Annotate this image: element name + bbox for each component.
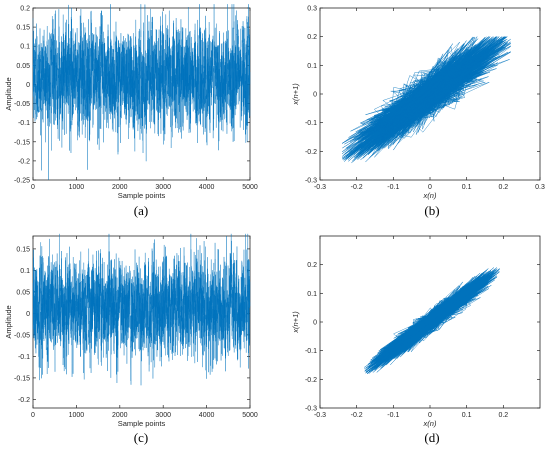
y-tick-label-a-7: 0.1	[20, 44, 30, 51]
caption-d: (d)	[412, 430, 452, 446]
x-axis-label-b: x(n)	[423, 191, 437, 200]
y-tick-label-c-1: -0.15	[14, 375, 30, 382]
x-tick-label-c-4: 4000	[199, 412, 215, 419]
chart-a-time-series: 0 1000 2000 3000 4000 5000 -0.25 -0.2 -0.15 -0.1 -…	[4, 4, 258, 200]
y-tick-label-b-6: 0.3	[307, 6, 317, 13]
caption-b: (b)	[412, 203, 452, 219]
caption-d-text: (d)	[424, 430, 440, 445]
y-tick-label-b-5: 0.2	[307, 34, 317, 41]
y-tick-label-a-4: -0.05	[14, 101, 30, 108]
panel-d: -0.3 -0.2 -0.1 0 0.1 0.2 -0.3 -0.2 -0.1 0 0.1 0.2 x(…	[275, 228, 550, 452]
caption-a-text: (a)	[133, 203, 149, 218]
y-tick-label-a-8: 0.15	[16, 25, 30, 32]
y-tick-label-c-0: -0.2	[18, 397, 30, 404]
x-tick-label-c-3: 3000	[155, 412, 171, 419]
y-tick-label-a-5: 0	[26, 82, 30, 89]
y-tick-label-a-9: 0.2	[20, 6, 30, 13]
y-tick-label-d-2: -0.1	[305, 348, 317, 355]
y-axis-label-c: Amplitude	[4, 305, 13, 338]
x-tick-label-c-0: 0	[31, 412, 35, 419]
y-tick-label-c-4: 0	[26, 311, 30, 318]
y-tick-label-a-3: -0.1	[18, 120, 30, 127]
trajectory-line-d	[364, 267, 500, 374]
y-tick-label-d-1: -0.2	[305, 377, 317, 384]
y-tick-label-b-1: -0.2	[305, 149, 317, 156]
chart-c-time-series: 0 1000 2000 3000 4000 5000 -0.2 -0.15 -0.1 -0.05 0…	[4, 233, 258, 428]
caption-a: (a)	[121, 203, 161, 219]
y-tick-label-b-2: -0.1	[305, 120, 317, 127]
x-tick-label-b-4: 0.1	[462, 184, 472, 191]
x-tick-label-b-0: -0.3	[314, 184, 326, 191]
y-axis-label-b: x(n+1)	[291, 83, 300, 106]
series-line-a	[32, 4, 251, 181]
x-tick-label-d-0: -0.3	[314, 412, 326, 419]
y-tick-label-a-1: -0.2	[18, 158, 30, 165]
y-axis-label-d: x(n+1)	[291, 311, 300, 334]
y-tick-label-b-3: 0	[313, 92, 317, 99]
x-tick-label-c-5: 5000	[242, 412, 258, 419]
x-tick-label-b-2: -0.1	[387, 184, 399, 191]
x-tick-label-a-3: 3000	[155, 184, 171, 191]
y-tick-label-a-2: -0.15	[14, 139, 30, 146]
y-tick-label-c-6: 0.1	[20, 268, 30, 275]
y-tick-label-b-0: -0.3	[305, 178, 317, 185]
x-tick-label-c-2: 2000	[112, 412, 128, 419]
y-tick-label-b-4: 0.1	[307, 63, 317, 70]
panel-a: 0 1000 2000 3000 4000 5000 -0.25 -0.2 -0.15 -0.1 -…	[0, 0, 270, 225]
y-tick-label-c-5: 0.05	[16, 289, 30, 296]
trajectory-line-b	[341, 36, 511, 164]
x-tick-label-d-3: 0	[428, 412, 432, 419]
x-tick-label-d-2: -0.1	[387, 412, 399, 419]
panel-b: -0.3 -0.2 -0.1 0 0.1 0.2 0.3 -0.3 -0.2 -0.1 0 0.1 0.…	[275, 0, 550, 225]
x-tick-label-b-1: -0.2	[351, 184, 363, 191]
y-tick-label-d-5: 0.2	[307, 262, 317, 269]
y-tick-label-d-0: -0.3	[305, 406, 317, 413]
x-axis-label-a: Sample points	[118, 191, 166, 200]
x-tick-label-a-1: 1000	[69, 184, 85, 191]
y-tick-label-a-0: -0.25	[14, 178, 30, 185]
y-tick-label-d-3: 0	[313, 320, 317, 327]
series-line-c	[32, 233, 251, 386]
y-tick-label-a-6: 0.05	[16, 63, 30, 70]
x-tick-label-a-2: 2000	[112, 184, 128, 191]
y-axis-label-a: Amplitude	[4, 77, 13, 110]
x-tick-label-c-1: 1000	[69, 412, 85, 419]
y-tick-label-c-2: -0.1	[18, 354, 30, 361]
x-tick-label-d-5: 0.2	[498, 412, 508, 419]
y-tick-label-c-7: 0.15	[16, 246, 30, 253]
x-tick-label-d-1: -0.2	[351, 412, 363, 419]
panel-c: 0 1000 2000 3000 4000 5000 -0.2 -0.15 -0.1 -0.05 0…	[0, 228, 270, 452]
caption-c: (c)	[121, 430, 161, 446]
y-tick-label-d-4: 0.1	[307, 291, 317, 298]
x-tick-label-a-5: 5000	[242, 184, 258, 191]
chart-b-phase-space: -0.3 -0.2 -0.1 0 0.1 0.2 0.3 -0.3 -0.2 -0.1 0 0.1 0.…	[291, 6, 545, 201]
x-tick-label-a-0: 0	[31, 184, 35, 191]
y-tick-label-c-3: -0.05	[14, 332, 30, 339]
x-tick-label-b-6: 0.3	[535, 184, 545, 191]
x-tick-label-d-4: 0.1	[462, 412, 472, 419]
chart-d-phase-space: -0.3 -0.2 -0.1 0 0.1 0.2 -0.3 -0.2 -0.1 0 0.1 0.2 x(…	[291, 235, 541, 428]
x-axis-label-d: x(n)	[423, 419, 437, 428]
x-tick-label-a-4: 4000	[199, 184, 215, 191]
x-tick-label-b-5: 0.2	[498, 184, 508, 191]
caption-c-text: (c)	[133, 430, 149, 445]
x-axis-label-c: Sample points	[118, 419, 166, 428]
caption-b-text: (b)	[424, 203, 440, 218]
x-tick-label-b-3: 0	[428, 184, 432, 191]
